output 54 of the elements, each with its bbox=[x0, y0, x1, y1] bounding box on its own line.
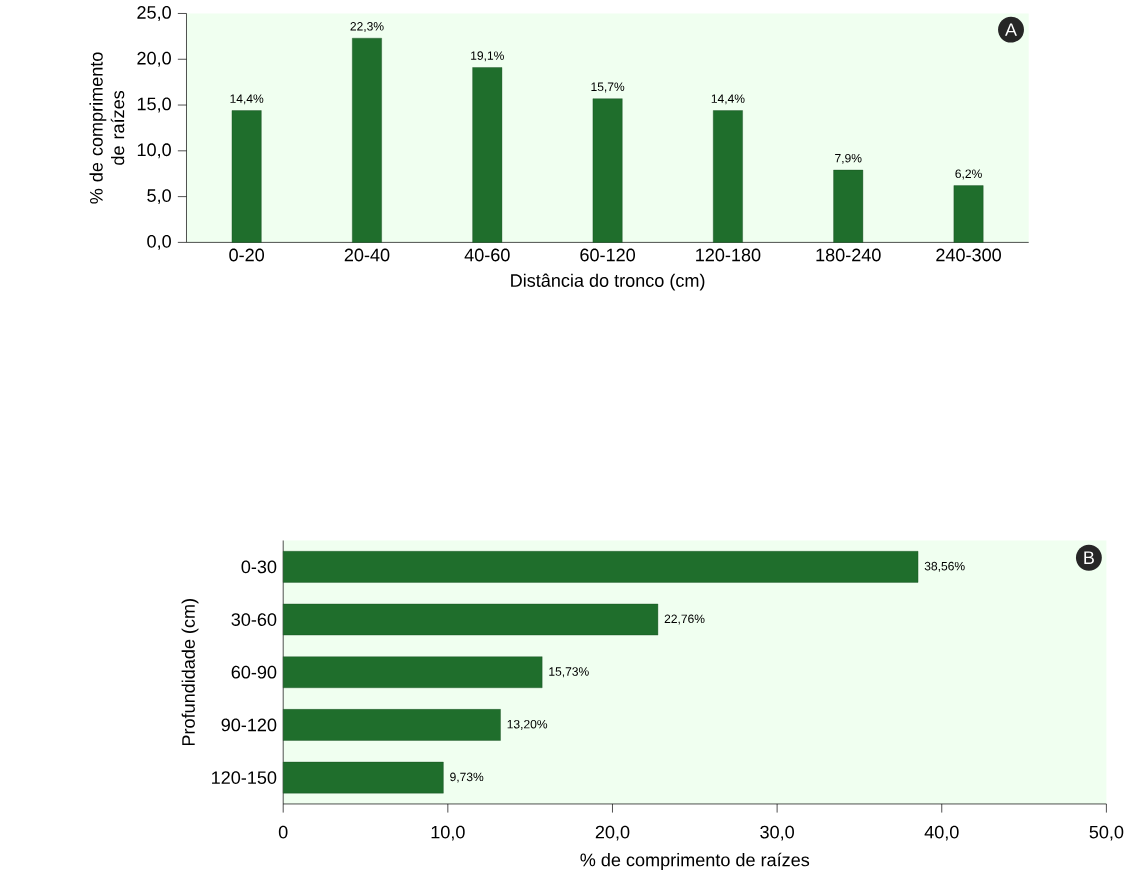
y-tick-label: 90-120 bbox=[221, 718, 277, 732]
data-label: 38,56% bbox=[924, 561, 965, 572]
bar bbox=[352, 38, 382, 243]
annotation: B bbox=[1084, 551, 1094, 564]
y-tick-label: 30-60 bbox=[231, 613, 277, 626]
x-tick-label: 20,0 bbox=[595, 825, 630, 841]
x-tick-label: 180-240 bbox=[816, 248, 881, 262]
x-tick-label: 60-120 bbox=[580, 248, 636, 262]
x-tick-label: 50,0 bbox=[1089, 825, 1124, 841]
y-tick-label: 60-90 bbox=[231, 665, 277, 679]
bar bbox=[953, 185, 984, 243]
bar bbox=[231, 110, 262, 243]
y-axis-title: Profundidade (cm) bbox=[181, 599, 199, 746]
x-tick-label: 120-180 bbox=[696, 248, 761, 262]
bar bbox=[283, 551, 919, 583]
bar bbox=[283, 761, 444, 794]
y-axis-title: % de comprimento de raízes bbox=[89, 52, 125, 204]
x-tick-label: 240-300 bbox=[936, 248, 1001, 262]
x-tick-label: 10,0 bbox=[431, 825, 465, 841]
data-label: 13,20% bbox=[507, 719, 548, 730]
bar bbox=[713, 110, 743, 243]
bar bbox=[472, 67, 503, 243]
bar bbox=[592, 98, 623, 243]
data-label: 6,2% bbox=[955, 169, 982, 180]
data-label: 9,73% bbox=[450, 772, 484, 783]
x-tick-label: 20-40 bbox=[344, 248, 390, 262]
y-tick-label: 0-30 bbox=[241, 560, 277, 574]
data-label: 15,73% bbox=[549, 667, 589, 678]
data-label: 14,4% bbox=[711, 94, 745, 105]
bar bbox=[283, 709, 501, 741]
x-tick-label: 30,0 bbox=[760, 825, 794, 841]
data-label: 22,3% bbox=[350, 22, 384, 33]
x-tick-label: 0-20 bbox=[229, 248, 265, 262]
data-label: 7,9% bbox=[835, 153, 862, 164]
data-label: 15,7% bbox=[591, 82, 625, 93]
data-label: 14,4% bbox=[230, 94, 264, 105]
bar bbox=[833, 169, 864, 243]
x-axis-title: Distância do tronco (cm) bbox=[511, 273, 705, 291]
data-label: 19,1% bbox=[471, 51, 504, 62]
bar bbox=[283, 603, 659, 636]
x-tick-label: 40,0 bbox=[924, 825, 959, 841]
annotation: A bbox=[1005, 23, 1017, 36]
y-tick-label: 20,0 bbox=[137, 51, 171, 67]
x-tick-label: 40-60 bbox=[464, 248, 510, 262]
x-axis-title: % de comprimento de raízes bbox=[580, 852, 810, 870]
y-tick-label: 10,0 bbox=[137, 143, 171, 159]
y-tick-label: 25,0 bbox=[137, 6, 171, 21]
y-tick-label: 15,0 bbox=[137, 97, 171, 113]
data-label: 22,76% bbox=[664, 614, 705, 625]
bar bbox=[283, 656, 543, 688]
y-tick-label: 5,0 bbox=[147, 189, 171, 205]
y-tick-label: 0,0 bbox=[147, 234, 171, 250]
y-tick-label: 120-150 bbox=[212, 771, 277, 785]
x-tick-label: 0 bbox=[278, 825, 288, 839]
